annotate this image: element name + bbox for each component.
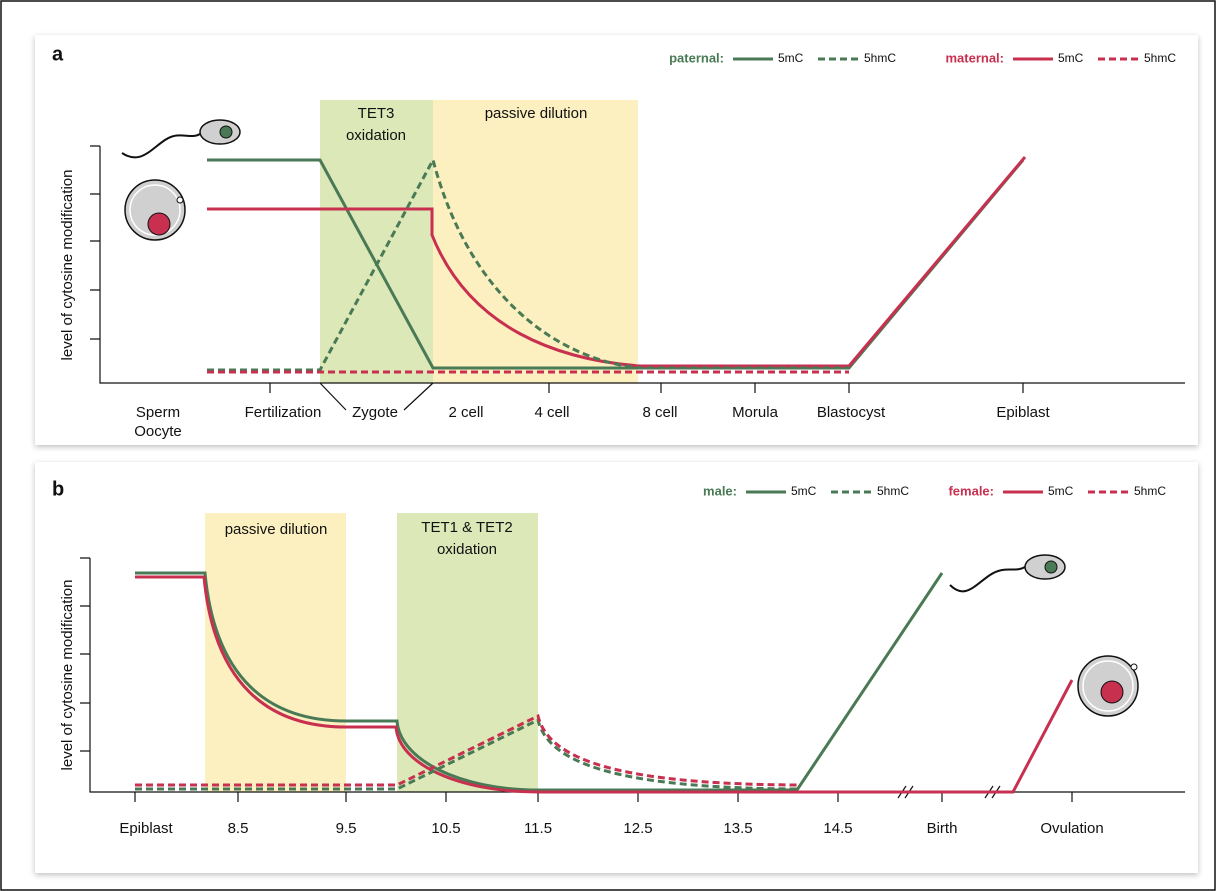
x-label: 11.5 (524, 820, 552, 837)
x-label: Fertilization (245, 404, 322, 421)
region-label: oxidation (346, 127, 406, 144)
figure: a paternal: 5mC 5hmC maternal: 5mC 5hmC … (0, 0, 1216, 891)
x-label: 8 cell (642, 404, 677, 421)
x-label: 13.5 (723, 820, 752, 837)
x-label: Epiblast (996, 404, 1050, 421)
x-label: Oocyte (134, 423, 182, 440)
panel-a: a paternal: 5mC 5hmC maternal: 5mC 5hmC … (35, 35, 1198, 445)
sperm-nucleus (1045, 561, 1057, 573)
polar-body (1131, 664, 1137, 670)
region-label: passive dilution (225, 521, 328, 538)
polar-body (177, 197, 183, 203)
y-axis-label: level of cytosine modification (59, 580, 76, 771)
panel-letter: a (52, 43, 64, 65)
region-label: TET3 (358, 105, 395, 122)
x-label: 8.5 (228, 820, 249, 837)
oocyte-nucleus (148, 213, 170, 235)
x-label: Zygote (352, 404, 398, 421)
legend-group: maternal: (945, 50, 1004, 65)
legend-item: 5hmC (1134, 484, 1166, 498)
legend-item: 5mC (1048, 484, 1074, 498)
panel-b: b male: 5mC 5hmC female: 5mC 5hmC passiv… (35, 462, 1198, 873)
legend-item: 5hmC (877, 484, 909, 498)
x-label: 10.5 (431, 820, 460, 837)
x-label: Birth (927, 820, 958, 837)
legend-group: male: (703, 483, 737, 498)
region-label: TET1 & TET2 (421, 519, 512, 536)
x-label: Blastocyst (817, 404, 886, 421)
legend-group: paternal: (669, 50, 724, 65)
x-label: Ovulation (1040, 820, 1103, 837)
sperm-nucleus (220, 126, 232, 138)
x-label: Sperm (136, 404, 180, 421)
x-label: 2 cell (448, 404, 483, 421)
x-label: Epiblast (119, 820, 173, 837)
oocyte-nucleus (1101, 681, 1123, 703)
y-axis-label: level of cytosine modification (59, 170, 76, 361)
legend-item: 5mC (778, 51, 804, 65)
legend-group: female: (948, 483, 994, 498)
legend-item: 5mC (1058, 51, 1084, 65)
region-label: oxidation (437, 541, 497, 558)
x-label: Morula (732, 404, 779, 421)
panel-letter: b (52, 478, 64, 500)
x-label: 9.5 (336, 820, 357, 837)
legend-item: 5hmC (1144, 51, 1176, 65)
region-label: passive dilution (485, 105, 588, 122)
x-label: 12.5 (623, 820, 652, 837)
legend-item: 5hmC (864, 51, 896, 65)
x-label: 4 cell (534, 404, 569, 421)
x-label: 14.5 (823, 820, 852, 837)
legend-item: 5mC (791, 484, 817, 498)
